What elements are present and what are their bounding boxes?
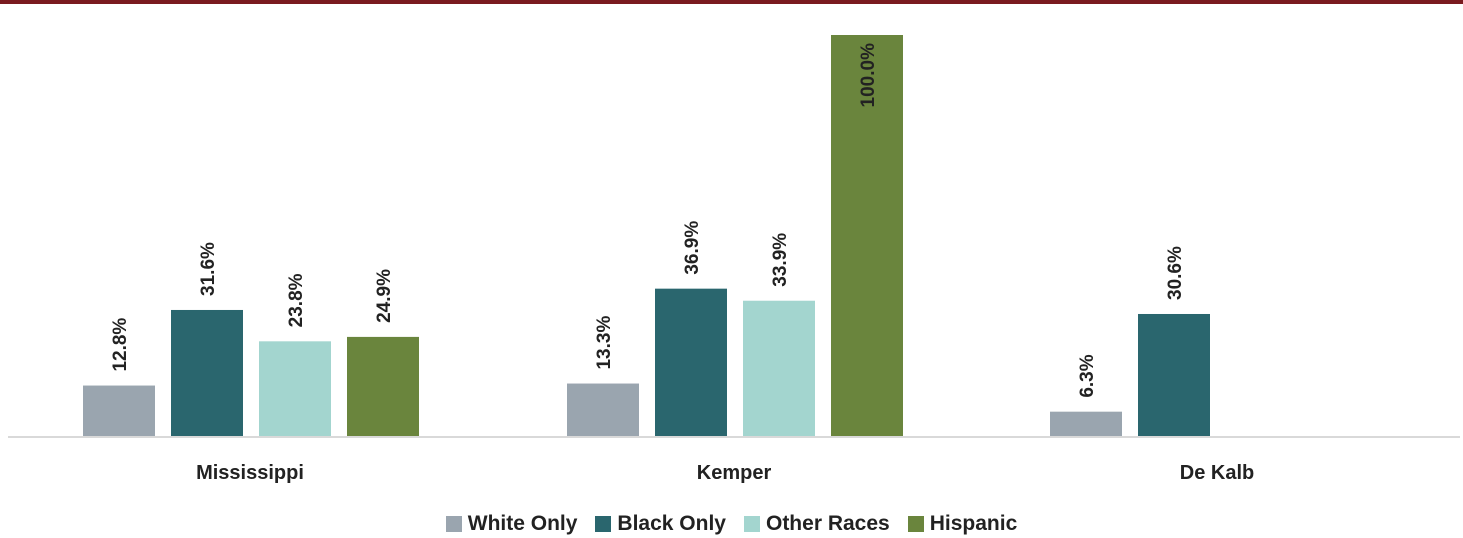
value-label-1-0: 31.6% [198, 242, 219, 296]
value-label-0-1: 13.3% [594, 316, 615, 370]
value-label-1-2: 30.6% [1165, 246, 1186, 300]
bar-chart: 12.8% 13.3% 6.3% 31.6% 36.9% 30.6% 23.8% 33.9% 2… [8, 35, 1460, 484]
legend-label-3: Hispanic [929, 512, 1018, 535]
category-label-1: Kemper [697, 462, 772, 484]
bar-0-1 [567, 383, 639, 437]
bar-3-0 [347, 336, 419, 437]
value-label-3-1: 100.0% [858, 43, 879, 108]
legend-swatch-0 [445, 516, 462, 532]
bar-3-1 [831, 35, 903, 437]
top-rule [0, 0, 1463, 4]
bar-1-0 [171, 309, 243, 437]
bar-0-2 [1050, 411, 1122, 437]
value-label-3-0: 24.9% [374, 269, 395, 323]
legend-label-2: Other Races [765, 512, 890, 535]
legend-swatch-2 [743, 516, 760, 532]
value-label-0-0: 12.8% [110, 318, 131, 372]
legend-swatch-1 [595, 516, 612, 532]
bars-layer [83, 35, 1210, 437]
legend-label-0: White Only [467, 512, 578, 535]
legend-swatch-3 [907, 516, 924, 532]
legend-label-1: Black Only [617, 512, 726, 535]
category-label-0: Mississippi [196, 462, 304, 484]
value-label-1-1: 36.9% [682, 221, 703, 275]
value-label-2-1: 33.9% [770, 233, 791, 287]
bar-0-0 [83, 385, 155, 437]
bar-2-0 [259, 341, 331, 437]
value-label-2-0: 23.8% [286, 273, 307, 327]
bar-2-1 [743, 300, 815, 437]
bar-1-2 [1138, 313, 1210, 437]
legend-item-2: Other Races [743, 512, 890, 536]
bar-1-1 [655, 288, 727, 437]
legend: White Only Black Only Other Races Hispanic [0, 510, 1463, 538]
legend-item-3: Hispanic [907, 512, 1018, 536]
category-label-2: De Kalb [1180, 462, 1254, 484]
labels-layer: 12.8% 13.3% 6.3% 31.6% 36.9% 30.6% 23.8% 33.9% 2… [110, 43, 1254, 484]
legend-item-1: Black Only [595, 512, 726, 536]
value-label-0-2: 6.3% [1077, 354, 1098, 397]
legend-item-0: White Only [445, 512, 578, 536]
